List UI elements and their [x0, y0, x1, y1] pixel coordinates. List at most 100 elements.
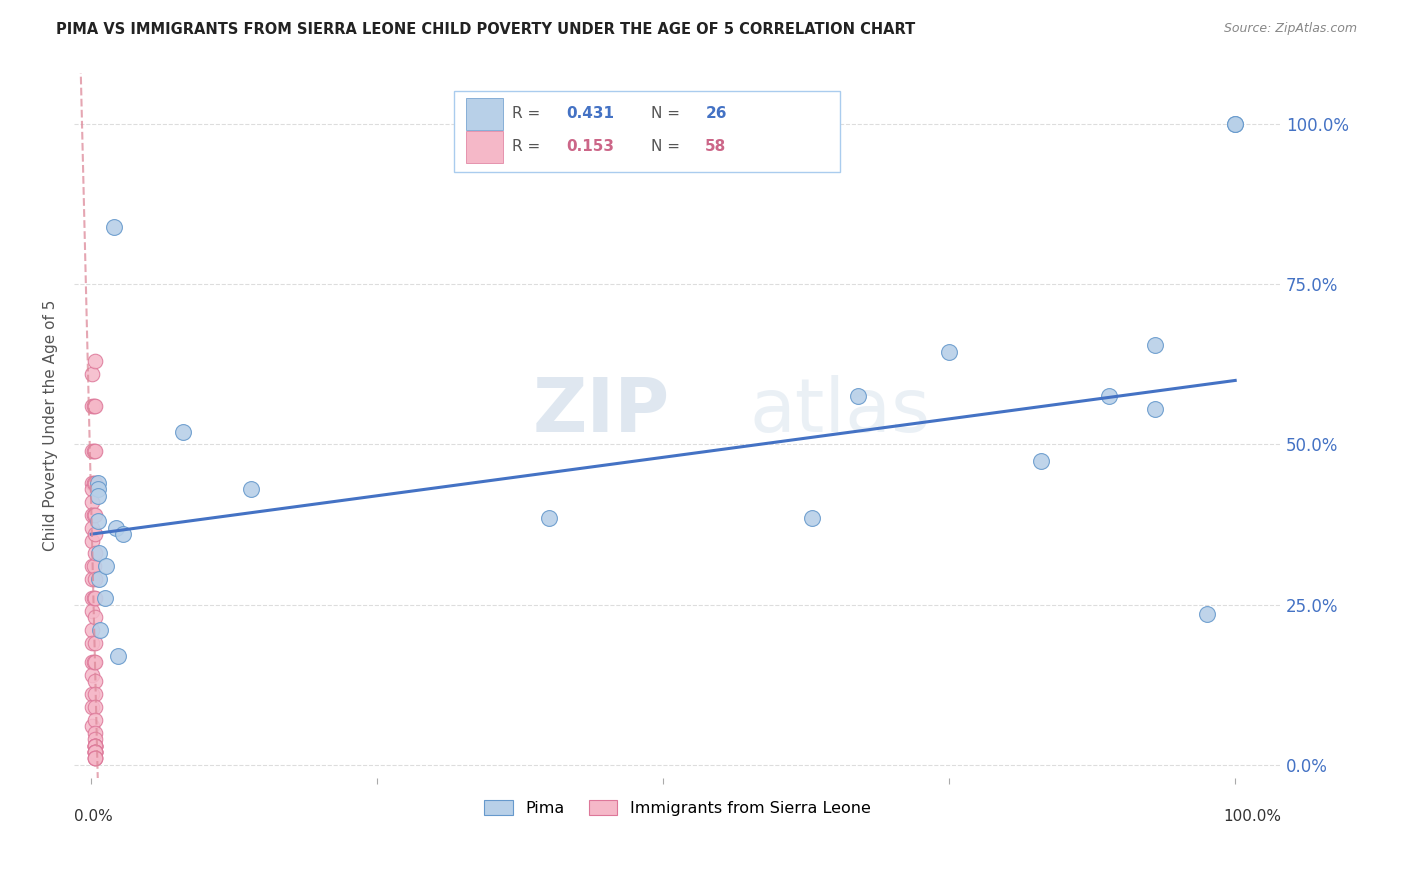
Point: [82, 508, 104, 522]
Point: [83, 508, 105, 522]
Point: [83, 739, 105, 753]
Point: [83, 354, 105, 368]
Point: [846, 389, 869, 403]
Text: 58: 58: [706, 139, 727, 154]
Point: [83, 745, 105, 759]
Point: [172, 425, 194, 439]
Text: 26: 26: [706, 106, 727, 121]
Point: [83, 700, 105, 714]
Point: [83, 610, 105, 624]
Point: [83, 687, 105, 701]
Point: [83, 399, 105, 413]
Point: [83, 591, 105, 606]
Text: 0.153: 0.153: [567, 139, 614, 154]
Text: N =: N =: [651, 106, 685, 121]
Point: [87, 514, 110, 528]
Point: [89, 572, 111, 586]
Point: [94, 591, 117, 606]
Point: [83, 443, 105, 458]
Point: [82, 591, 104, 606]
Point: [83, 546, 105, 560]
FancyBboxPatch shape: [454, 91, 841, 171]
Point: [82, 495, 104, 509]
Point: [107, 648, 129, 663]
Point: [938, 344, 960, 359]
Point: [82, 399, 104, 413]
Y-axis label: Child Poverty Under the Age of 5: Child Poverty Under the Age of 5: [44, 300, 58, 551]
Point: [537, 511, 560, 525]
Point: [82, 668, 104, 682]
Point: [82, 559, 104, 574]
Text: R =: R =: [512, 139, 546, 154]
Point: [82, 719, 104, 733]
Point: [1144, 402, 1167, 417]
Text: N =: N =: [651, 139, 685, 154]
Point: [87, 483, 110, 497]
Point: [83, 751, 105, 765]
Point: [105, 521, 128, 535]
Point: [94, 559, 117, 574]
Point: [83, 751, 105, 765]
Point: [83, 739, 105, 753]
Point: [83, 636, 105, 650]
Point: [83, 725, 105, 739]
Point: [83, 745, 105, 759]
Point: [82, 624, 104, 638]
Point: [82, 475, 104, 490]
Point: [800, 511, 823, 525]
Point: [83, 399, 105, 413]
Point: [82, 655, 104, 669]
Point: [83, 732, 105, 747]
Point: [1029, 453, 1052, 467]
Point: [83, 739, 105, 753]
FancyBboxPatch shape: [467, 98, 502, 129]
FancyBboxPatch shape: [467, 131, 502, 163]
Point: [83, 739, 105, 753]
Point: [83, 745, 105, 759]
Text: 0.431: 0.431: [567, 106, 614, 121]
Point: [83, 745, 105, 759]
Point: [83, 591, 105, 606]
Point: [82, 367, 104, 381]
Point: [89, 624, 111, 638]
Point: [87, 489, 110, 503]
Text: PIMA VS IMMIGRANTS FROM SIERRA LEONE CHILD POVERTY UNDER THE AGE OF 5 CORRELATIO: PIMA VS IMMIGRANTS FROM SIERRA LEONE CHI…: [56, 22, 915, 37]
Point: [82, 636, 104, 650]
Point: [1225, 117, 1247, 131]
Point: [83, 713, 105, 727]
Point: [82, 687, 104, 701]
Point: [89, 546, 111, 560]
Point: [83, 674, 105, 689]
Point: [82, 572, 104, 586]
Point: [112, 527, 135, 541]
Point: [82, 521, 104, 535]
Point: [1195, 607, 1218, 622]
Text: ZIP: ZIP: [533, 375, 669, 448]
Text: R =: R =: [512, 106, 546, 121]
Legend: Pima, Immigrants from Sierra Leone: Pima, Immigrants from Sierra Leone: [478, 794, 877, 822]
Point: [83, 655, 105, 669]
Point: [1144, 338, 1167, 352]
Point: [83, 559, 105, 574]
Point: [83, 443, 105, 458]
Point: [240, 483, 263, 497]
Point: [82, 483, 104, 497]
Point: [103, 219, 125, 234]
Point: [83, 572, 105, 586]
Point: [82, 533, 104, 548]
Point: [82, 443, 104, 458]
Point: [83, 751, 105, 765]
Point: [83, 475, 105, 490]
Point: [87, 475, 110, 490]
Text: 100.0%: 100.0%: [1223, 809, 1281, 824]
Point: [83, 745, 105, 759]
Text: Source: ZipAtlas.com: Source: ZipAtlas.com: [1223, 22, 1357, 36]
Point: [83, 739, 105, 753]
Text: 0.0%: 0.0%: [75, 809, 112, 824]
Point: [82, 700, 104, 714]
Point: [83, 475, 105, 490]
Point: [82, 604, 104, 618]
Point: [83, 508, 105, 522]
Text: atlas: atlas: [749, 375, 931, 448]
Point: [1225, 117, 1247, 131]
